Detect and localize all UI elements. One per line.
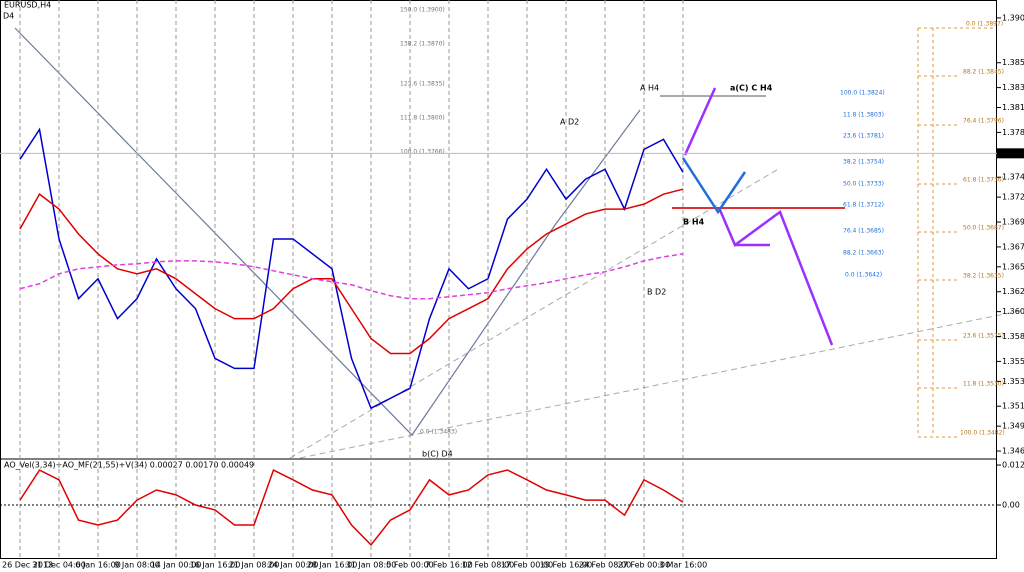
y-tick-label: 1.3535 <box>1002 377 1024 386</box>
y-tick-label: 1.3670 <box>1002 242 1024 251</box>
fib-label: 23.6 (1.3575) <box>963 333 1004 340</box>
annotation: B D2 <box>647 288 666 297</box>
x-tick-label: 3 Mar 16:00 <box>659 561 707 570</box>
projection <box>718 209 834 346</box>
x-tick-label: 24 Feb 08:00 <box>579 561 631 570</box>
y-tick-label: 0.01223 <box>1002 461 1024 470</box>
x-tick-label: 24 Jan 00:00 <box>268 561 319 570</box>
y-tick-label: 1.3855 <box>1002 58 1024 67</box>
fib-label: 61.8 (1.3712) <box>843 202 884 209</box>
y-tick-label: 0.00 <box>1002 501 1020 510</box>
y-tick-label: 1.3695 <box>1002 218 1024 227</box>
x-tick-label: 21 Jan 08:00 <box>229 561 280 570</box>
y-tick-label: 1.3900 <box>1002 13 1024 22</box>
x-tick-label: 26 Dec 2013 <box>2 561 53 570</box>
x-tick-label: 27 Feb 00:00 <box>618 561 670 570</box>
x-tick-label: 16 Jan 16:00 <box>190 561 241 570</box>
fib-label: 150.0 (1.3900) <box>400 7 445 14</box>
indicator-title: AO_Vel(3,34)+AO_MF(21,55)+V(34) 0.00027 … <box>4 461 254 470</box>
trend-line <box>289 167 781 459</box>
y-tick-label: 1.3810 <box>1002 103 1024 112</box>
fib-label: 38.2 (1.3754) <box>843 159 884 166</box>
annotation: A H4 <box>640 84 659 93</box>
x-tick-label: 28 Jan 16:00 <box>307 561 358 570</box>
annotation: B H4 <box>683 218 705 227</box>
annotation: A D2 <box>560 118 579 127</box>
fib-label: 100.0 (1.3766) <box>400 149 445 156</box>
series-line <box>19 188 684 355</box>
x-tick-label: 17 Feb 00:00 <box>501 561 553 570</box>
y-tick-label: 1.3605 <box>1002 307 1024 316</box>
y-tick-label: 1.3625 <box>1002 287 1024 296</box>
trend-line <box>299 309 1024 459</box>
chart-title: EURUSD,H4 <box>4 1 51 10</box>
current-price-label: 1.3764 <box>999 149 1024 158</box>
fib-label: 11.8 (1.3530) <box>963 381 1004 388</box>
fib-label: 38.2 (1.3635) <box>963 273 1004 280</box>
fib-label: 0.0 (1.3483) <box>420 429 457 436</box>
plot-frame <box>0 0 997 559</box>
y-tick-label: 1.3465 <box>1002 447 1024 456</box>
zigzag <box>14 27 641 436</box>
series-line <box>19 253 684 300</box>
fib-label: 88.2 (1.3845) <box>963 69 1004 76</box>
x-tick-label: 5 Feb 00:00 <box>386 561 433 570</box>
y-tick-label: 1.3490 <box>1002 422 1024 431</box>
y-tick-label: 1.3555 <box>1002 357 1024 366</box>
y-tick-label: 1.3830 <box>1002 83 1024 92</box>
fib-label: 11.8 (1.3803) <box>843 112 884 119</box>
fib-label: 23.6 (1.3781) <box>843 133 884 140</box>
y-tick-label: 1.3650 <box>1002 262 1024 271</box>
projection <box>681 157 747 215</box>
y-tick-label: 1.3720 <box>1002 193 1024 202</box>
x-tick-label: 14 Jan 00:00 <box>151 561 202 570</box>
fib-label: 50.0 (1.3687) <box>963 225 1004 232</box>
fib-label: 0.0 (1.3897) <box>966 21 1003 28</box>
annotation: D4 <box>3 12 14 21</box>
fib-label: 76.4 (1.3685) <box>843 228 884 235</box>
x-tick-label: 12 Feb 08:00 <box>462 561 514 570</box>
annotation: b(C) D4 <box>422 450 453 459</box>
x-tick-label: 31 Dec 04:00 <box>32 561 86 570</box>
y-tick-label: 1.3740 <box>1002 173 1024 182</box>
x-tick-label: 6 Jan 16:00 <box>75 561 121 570</box>
x-tick-label: 9 Jan 08:00 <box>114 561 160 570</box>
fib-label: 50.0 (1.3733) <box>843 181 884 188</box>
annotation: a(C) C H4 <box>730 84 773 93</box>
y-tick-label: 1.3785 <box>1002 128 1024 137</box>
drawings <box>14 27 1024 459</box>
fib-label: 100.0 (1.3824) <box>840 90 885 97</box>
x-tick-label: 19 Feb 16:00 <box>540 561 592 570</box>
fib-label: 76.4 (1.3796) <box>963 118 1004 125</box>
fib-label: 0.0 (1.3642) <box>845 272 882 279</box>
x-tick-label: 7 Feb 16:00 <box>425 561 472 570</box>
fib-label: 123.6 (1.3835) <box>400 81 445 88</box>
y-tick-label: 1.3580 <box>1002 332 1024 341</box>
current-price-box <box>997 148 1024 159</box>
x-tick-label: 31 Jan 08:00 <box>346 561 397 570</box>
fib-label: 88.2 (1.3663) <box>843 250 884 257</box>
fib-label: 61.8 (1.3736) <box>963 177 1004 184</box>
series-line <box>19 127 684 410</box>
projection <box>683 87 717 156</box>
fib-label: 138.2 (1.3870) <box>400 41 445 48</box>
fib-label: 100.0 (1.3482) <box>960 430 1005 437</box>
y-tick-label: 1.3510 <box>1002 402 1024 411</box>
series-line <box>19 468 684 547</box>
fib-label: 111.8 (1.3800) <box>400 115 445 122</box>
